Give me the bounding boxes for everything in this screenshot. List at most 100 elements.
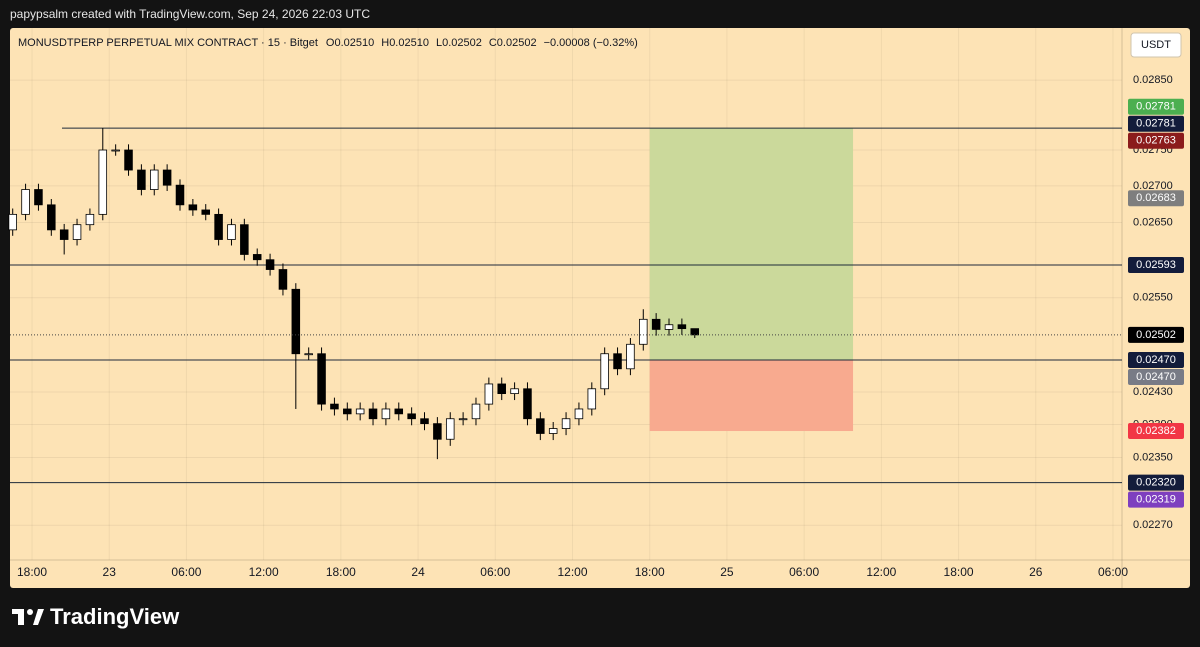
x-tick-label: 18:00 (17, 565, 47, 579)
candle-body (420, 418, 429, 425)
candle-body (291, 288, 301, 355)
x-tick-label: 06:00 (1098, 565, 1128, 579)
candle-body (690, 328, 700, 336)
y-tick-label: 0.02430 (1133, 386, 1173, 398)
x-tick-label: 06:00 (789, 565, 819, 579)
price-badge (1128, 326, 1184, 343)
candle-body (21, 189, 30, 215)
candle-body (188, 204, 198, 211)
candle-body (458, 418, 468, 421)
legend: MONUSDTPERP PERPETUAL MIX CONTRACT · 15 … (18, 37, 638, 49)
candle-body (162, 169, 172, 186)
candle-body (677, 324, 687, 330)
candle-body (394, 408, 404, 415)
chart-panel (10, 28, 1190, 588)
x-tick-label: 18:00 (326, 565, 356, 579)
price-badge (1128, 257, 1184, 274)
candle-body (8, 213, 17, 231)
candle-body (330, 403, 339, 410)
candle-body (381, 408, 391, 420)
price-badge-label: 0.02781 (1136, 101, 1176, 113)
candle-body (47, 204, 56, 231)
price-badge-label: 0.02320 (1136, 477, 1176, 489)
candle-body (484, 383, 494, 405)
candle-body (175, 184, 185, 206)
footer-brand: TradingView (50, 604, 180, 629)
y-tick-label: 0.02850 (1133, 74, 1173, 86)
y-tick-label: 0.02270 (1133, 519, 1173, 531)
candle-body (214, 213, 223, 240)
legend-symbol: MONUSDTPERP PERPETUAL MIX CONTRACT · 15 … (18, 37, 318, 49)
price-badge (1128, 423, 1184, 440)
candle-body (343, 408, 352, 415)
currency-box (1130, 32, 1182, 58)
candle-body (664, 324, 674, 330)
candle-body (201, 209, 210, 215)
candle-body (445, 418, 455, 440)
x-tick-label: 12:00 (249, 565, 279, 579)
candle-body (124, 149, 133, 171)
candle-body (613, 353, 622, 370)
candle-body (304, 353, 313, 356)
price-badge-label: 0.02319 (1136, 494, 1176, 506)
price-badge (1128, 474, 1184, 491)
price-badge-label: 0.02781 (1136, 118, 1176, 130)
footer-logo (12, 609, 44, 625)
candle-body (433, 423, 442, 440)
x-tick-label: 12:00 (557, 565, 587, 579)
legend-value: H0.02510 (381, 37, 429, 49)
logo-slash (33, 609, 44, 625)
candle-body (510, 388, 519, 395)
price-badge (1128, 491, 1184, 508)
price-badge-label: 0.02470 (1136, 354, 1176, 366)
price-badge-label: 0.02683 (1136, 192, 1176, 204)
legend-value: C0.02502 (489, 37, 537, 49)
x-tick-label: 23 (103, 565, 117, 579)
candle-body (59, 229, 69, 240)
candle-body (471, 403, 481, 420)
price-badge (1128, 190, 1184, 207)
candle-body (536, 418, 545, 434)
candle-body (137, 169, 146, 190)
y-tick-label: 0.02350 (1133, 451, 1173, 463)
candle-body (278, 269, 288, 290)
candle-body (240, 224, 249, 255)
price-badge-label: 0.02763 (1136, 135, 1176, 147)
price-badge (1128, 115, 1184, 132)
candle-body (587, 388, 597, 410)
candle-body (561, 418, 571, 429)
candle-body (227, 224, 236, 240)
legend-value: −0.00008 (−0.32%) (544, 37, 638, 49)
x-tick-label: 06:00 (171, 565, 201, 579)
candle-body (355, 408, 365, 415)
candle-body (317, 353, 326, 405)
candle-body (651, 318, 661, 330)
loss-zone (649, 360, 854, 432)
currency-label: USDT (1141, 39, 1171, 51)
x-tick-label: 24 (411, 565, 425, 579)
candle-body (600, 353, 609, 390)
candle-body (574, 408, 584, 420)
price-badge-label: 0.02593 (1136, 259, 1176, 271)
candle-body (368, 408, 378, 420)
candle-body (72, 224, 82, 240)
price-badge-label: 0.02502 (1136, 329, 1176, 341)
candle-body (523, 388, 532, 420)
candle-body (548, 428, 558, 434)
logo-dot (27, 609, 33, 615)
candle-body (85, 213, 95, 226)
candle-body (265, 259, 275, 270)
y-tick-label: 0.02650 (1133, 216, 1173, 228)
price-badge (1128, 132, 1184, 149)
candle-body (111, 149, 120, 152)
candle-body (626, 343, 635, 370)
candle-body (98, 149, 108, 215)
candle-body (34, 189, 43, 206)
y-tick-label: 0.02550 (1133, 292, 1173, 304)
candle-body (407, 413, 416, 420)
legend-value: L0.02502 (436, 37, 482, 49)
legend-value: O0.02510 (326, 37, 374, 49)
x-tick-label: 25 (720, 565, 734, 579)
